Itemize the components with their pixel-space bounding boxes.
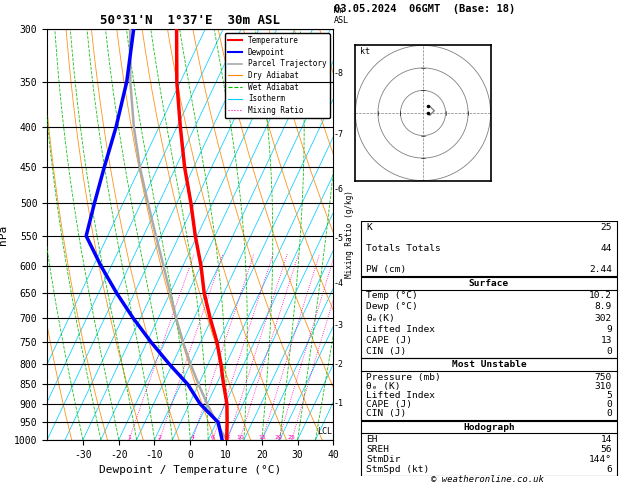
Text: 0: 0 xyxy=(606,400,612,409)
Text: 6: 6 xyxy=(606,466,612,474)
Text: CIN (J): CIN (J) xyxy=(366,347,406,356)
Text: Mixing Ratio (g/kg): Mixing Ratio (g/kg) xyxy=(345,191,354,278)
Text: EH: EH xyxy=(366,435,377,444)
Text: -4: -4 xyxy=(333,279,343,288)
Text: Lifted Index: Lifted Index xyxy=(366,325,435,333)
Text: K: K xyxy=(366,224,372,232)
Text: 1: 1 xyxy=(127,435,131,440)
Text: 144°: 144° xyxy=(589,455,612,464)
Text: -8: -8 xyxy=(333,69,343,78)
Text: -2: -2 xyxy=(333,360,343,369)
Text: kt: kt xyxy=(360,48,370,56)
Text: 2: 2 xyxy=(158,435,162,440)
Text: 5: 5 xyxy=(606,391,612,400)
Text: 0: 0 xyxy=(606,409,612,418)
Text: 9: 9 xyxy=(606,325,612,333)
Text: 8: 8 xyxy=(226,435,230,440)
Text: CAPE (J): CAPE (J) xyxy=(366,400,412,409)
Text: PW (cm): PW (cm) xyxy=(366,265,406,274)
Text: -3: -3 xyxy=(333,321,343,330)
Text: Surface: Surface xyxy=(469,278,509,288)
Text: Totals Totals: Totals Totals xyxy=(366,244,441,253)
Text: -6: -6 xyxy=(333,185,343,194)
Text: Dewp (°C): Dewp (°C) xyxy=(366,302,418,312)
Text: -1: -1 xyxy=(333,399,343,408)
Y-axis label: hPa: hPa xyxy=(0,225,8,244)
Text: 750: 750 xyxy=(595,373,612,382)
Text: θₑ (K): θₑ (K) xyxy=(366,382,401,391)
Text: Temp (°C): Temp (°C) xyxy=(366,292,418,300)
Text: 6: 6 xyxy=(211,435,215,440)
Text: 14: 14 xyxy=(601,435,612,444)
Text: 25: 25 xyxy=(288,435,296,440)
Text: 13: 13 xyxy=(601,336,612,345)
Text: 8.9: 8.9 xyxy=(595,302,612,312)
Text: 03.05.2024  06GMT  (Base: 18): 03.05.2024 06GMT (Base: 18) xyxy=(334,4,515,14)
Text: 10: 10 xyxy=(236,435,243,440)
Text: StmDir: StmDir xyxy=(366,455,401,464)
Text: 4: 4 xyxy=(191,435,194,440)
Text: -7: -7 xyxy=(333,130,343,139)
Text: Hodograph: Hodograph xyxy=(463,422,515,432)
Text: LCL: LCL xyxy=(317,427,332,435)
Text: 2.44: 2.44 xyxy=(589,265,612,274)
Text: Pressure (mb): Pressure (mb) xyxy=(366,373,441,382)
Legend: Temperature, Dewpoint, Parcel Trajectory, Dry Adiabat, Wet Adiabat, Isotherm, Mi: Temperature, Dewpoint, Parcel Trajectory… xyxy=(225,33,330,118)
Text: 0: 0 xyxy=(606,347,612,356)
Text: © weatheronline.co.uk: © weatheronline.co.uk xyxy=(431,475,544,484)
Text: CAPE (J): CAPE (J) xyxy=(366,336,412,345)
Text: 20: 20 xyxy=(275,435,282,440)
Text: θₑ(K): θₑ(K) xyxy=(366,313,395,323)
Text: 56: 56 xyxy=(601,445,612,454)
Text: SREH: SREH xyxy=(366,445,389,454)
Text: 44: 44 xyxy=(601,244,612,253)
Text: 302: 302 xyxy=(595,313,612,323)
Text: km
ASL: km ASL xyxy=(333,6,348,25)
Text: -5: -5 xyxy=(333,234,343,243)
Text: 10.2: 10.2 xyxy=(589,292,612,300)
Text: Most Unstable: Most Unstable xyxy=(452,360,526,369)
Text: 15: 15 xyxy=(259,435,266,440)
Text: 25: 25 xyxy=(601,224,612,232)
Text: CIN (J): CIN (J) xyxy=(366,409,406,418)
Text: 310: 310 xyxy=(595,382,612,391)
X-axis label: Dewpoint / Temperature (°C): Dewpoint / Temperature (°C) xyxy=(99,465,281,475)
Text: StmSpd (kt): StmSpd (kt) xyxy=(366,466,430,474)
Title: 50°31'N  1°37'E  30m ASL: 50°31'N 1°37'E 30m ASL xyxy=(100,14,281,27)
Text: Lifted Index: Lifted Index xyxy=(366,391,435,400)
